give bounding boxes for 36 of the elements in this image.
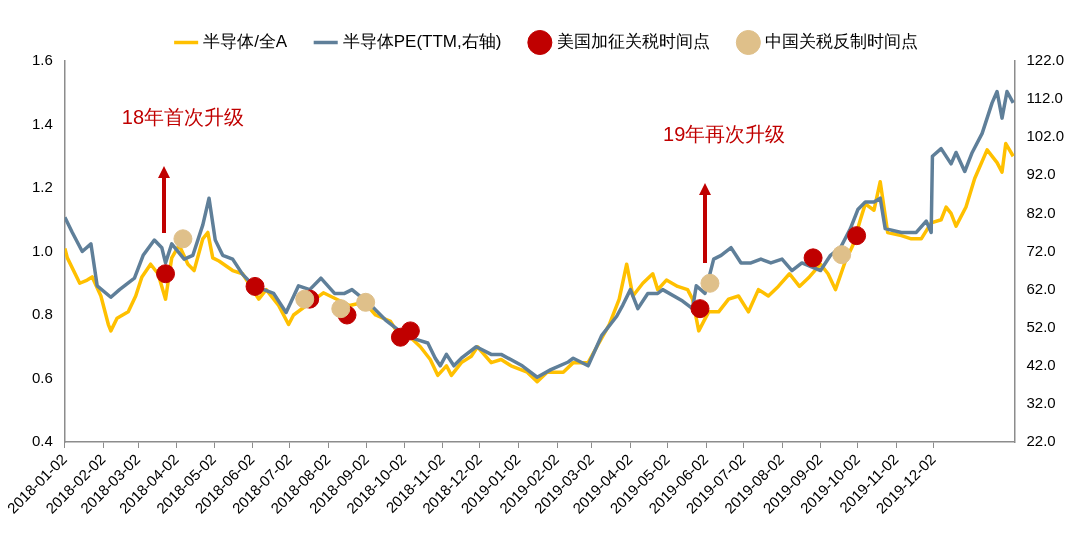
legend-label: 美国加征关税时间点 xyxy=(556,32,710,52)
y-tick-label: 0.6 xyxy=(31,368,53,386)
y2-tick-label: 102.0 xyxy=(1026,127,1065,145)
y2-tick-label: 122.0 xyxy=(1026,51,1065,69)
y-tick-label: 0.4 xyxy=(31,432,53,450)
annotation: 18年首次升级 xyxy=(121,105,245,128)
point xyxy=(295,289,315,309)
y2-tick-label: 22.0 xyxy=(1026,432,1056,450)
annotation: 19年再次升级 xyxy=(663,122,786,145)
y-tick-label: 1.0 xyxy=(31,241,53,259)
point xyxy=(803,248,823,268)
y2-tick-label: 112.0 xyxy=(1026,89,1063,107)
point xyxy=(847,226,867,246)
point xyxy=(173,229,193,249)
legend-label: 半导体/全A xyxy=(203,32,288,52)
point xyxy=(331,299,351,319)
y2-tick-label: 52.0 xyxy=(1026,317,1056,335)
point xyxy=(156,264,176,284)
point xyxy=(700,273,720,293)
y2-tick-label: 82.0 xyxy=(1026,203,1056,221)
y-tick-label: 1.4 xyxy=(31,114,53,132)
y2-tick-label: 42.0 xyxy=(1026,355,1056,373)
y2-tick-label: 92.0 xyxy=(1026,165,1056,183)
legend-label: 半导体PE(TTM,右轴) xyxy=(342,32,502,52)
legend-label: 中国关税反制时间点 xyxy=(765,32,919,52)
y2-tick-label: 62.0 xyxy=(1026,279,1056,297)
point xyxy=(832,245,852,265)
y2-tick-label: 32.0 xyxy=(1026,394,1056,412)
y-tick-label: 1.6 xyxy=(31,51,53,69)
point xyxy=(690,299,710,319)
y2-tick-label: 72.0 xyxy=(1026,241,1056,259)
y-tick-label: 0.8 xyxy=(31,305,53,323)
y-tick-label: 1.2 xyxy=(31,178,53,196)
point xyxy=(356,292,376,312)
point xyxy=(400,321,420,341)
point xyxy=(245,276,265,296)
